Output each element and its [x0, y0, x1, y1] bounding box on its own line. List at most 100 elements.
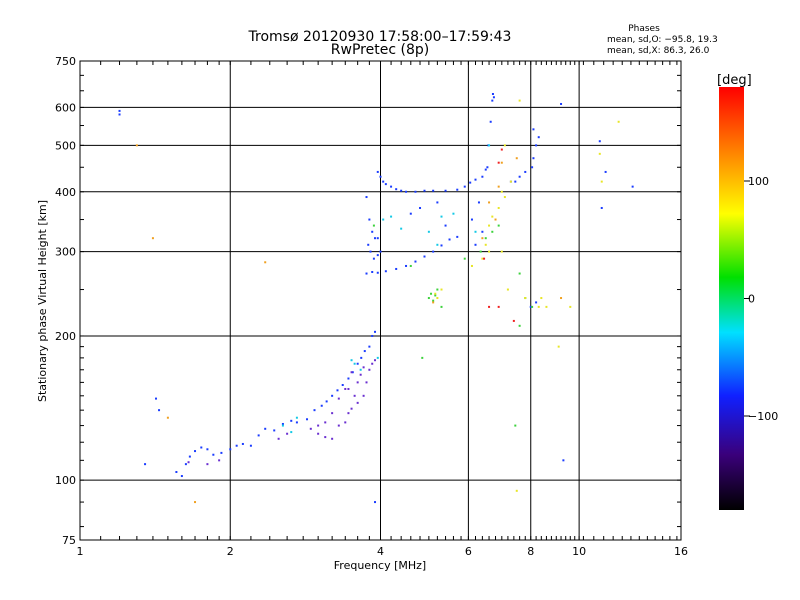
data-point: [436, 201, 439, 204]
data-point: [481, 230, 484, 233]
data-point: [532, 128, 535, 131]
data-point: [281, 422, 284, 425]
data-point: [452, 212, 455, 215]
data-point: [356, 381, 359, 384]
data-point: [444, 224, 447, 227]
data-point: [427, 230, 430, 233]
x-tick-label: 16: [674, 545, 688, 558]
data-point: [483, 257, 486, 260]
data-point: [356, 401, 359, 404]
data-point: [440, 305, 443, 308]
data-point: [617, 120, 620, 123]
data-point: [376, 237, 379, 240]
data-point: [374, 359, 377, 362]
data-point: [488, 201, 491, 204]
data-point: [529, 305, 532, 308]
data-point: [491, 215, 494, 218]
data-point: [376, 170, 379, 173]
data-point: [277, 437, 280, 440]
data-point: [491, 99, 494, 102]
data-point: [448, 238, 451, 241]
data-point: [470, 264, 473, 267]
data-point: [423, 255, 426, 258]
data-point: [158, 409, 161, 412]
data-point: [409, 264, 412, 267]
data-point: [514, 180, 517, 183]
data-point: [535, 301, 538, 304]
data-point: [194, 450, 197, 453]
data-point: [474, 243, 477, 246]
data-point: [155, 397, 158, 400]
data-point: [347, 377, 350, 380]
data-point: [497, 305, 500, 308]
data-point: [241, 442, 244, 445]
data-point: [369, 250, 372, 253]
data-point: [360, 356, 363, 359]
data-point: [206, 448, 209, 451]
data-point: [444, 189, 447, 192]
data-point: [347, 387, 350, 390]
data-point: [497, 185, 500, 188]
data-point: [436, 288, 439, 291]
data-point: [313, 409, 316, 412]
data-point: [365, 381, 368, 384]
data-point: [317, 432, 320, 435]
data-point: [362, 366, 365, 369]
data-point: [350, 371, 353, 374]
data-point: [503, 144, 506, 147]
chart-title: Tromsø 20120930 17:58:00–17:59:43: [248, 29, 512, 45]
y-tick-label: 500: [55, 139, 76, 152]
data-point: [376, 271, 379, 274]
x-tick-label: 8: [527, 545, 534, 558]
data-point: [545, 305, 548, 308]
data-point: [414, 260, 417, 263]
data-point: [488, 250, 491, 253]
data-point: [188, 455, 191, 458]
data-point: [430, 292, 433, 295]
data-point: [515, 157, 518, 160]
data-point: [371, 270, 374, 273]
data-point: [384, 183, 387, 186]
data-point: [341, 383, 344, 386]
data-point: [405, 190, 408, 193]
y-tick-labels: 75 100 200 300 400 500 600 750: [55, 55, 76, 547]
data-point: [368, 345, 371, 348]
data-point: [337, 424, 340, 427]
data-point: [421, 356, 424, 359]
data-point: [540, 297, 543, 300]
data-point: [135, 144, 138, 147]
data-point: [390, 215, 393, 218]
data-point: [331, 412, 334, 415]
data-point: [500, 190, 503, 193]
data-point: [427, 297, 430, 300]
data-point: [492, 96, 495, 99]
data-point: [500, 148, 503, 151]
data-point: [598, 140, 601, 143]
colorbar-tick-label: −100: [748, 410, 778, 423]
y-tick-label: 100: [55, 474, 76, 487]
data-point: [531, 166, 534, 169]
data-point: [324, 421, 327, 424]
data-point: [257, 434, 260, 437]
data-point: [400, 227, 403, 230]
data-point: [325, 400, 328, 403]
data-point: [491, 230, 494, 233]
data-point: [456, 188, 459, 191]
colorbar-ticks: 100 0 −100: [744, 175, 778, 423]
data-point: [434, 292, 437, 295]
data-point: [414, 190, 417, 193]
data-point: [419, 206, 422, 209]
data-point: [372, 257, 375, 260]
data-point: [295, 416, 298, 419]
data-point: [344, 421, 347, 424]
data-point: [514, 424, 517, 427]
data-point: [331, 437, 334, 440]
phases-box-line1: mean, sd,O: −95.8, 19.3: [607, 35, 718, 45]
data-point: [368, 368, 371, 371]
data-point: [481, 175, 484, 178]
data-point: [436, 243, 439, 246]
data-point: [489, 120, 492, 123]
data-point: [324, 436, 327, 439]
data-point: [118, 109, 121, 112]
